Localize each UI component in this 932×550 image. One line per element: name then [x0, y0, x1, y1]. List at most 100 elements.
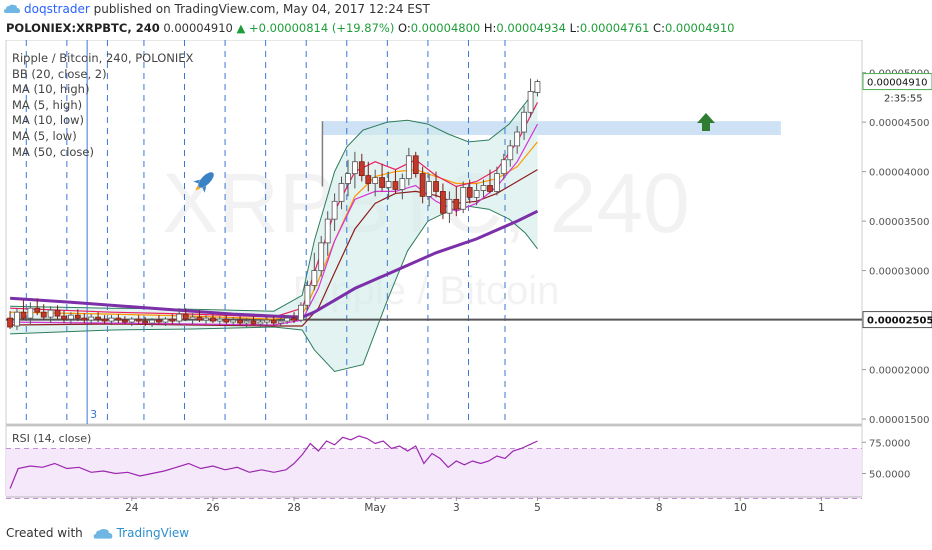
legend-ma-10-high: MA (10, high) [12, 82, 90, 97]
legend-ma-50-close: MA (50, close) [12, 144, 94, 159]
candle-body [284, 317, 291, 322]
x-tick-label: 8 [656, 502, 663, 514]
created-with-text: Created with [6, 526, 83, 540]
rsi-tick-label: 50.0000 [869, 470, 910, 481]
symbol-label: POLONIEX:XRPBTC, 240 [6, 21, 160, 35]
legend-ma-5-high: MA (5, high) [12, 97, 83, 112]
x-tick-label: 5 [534, 502, 541, 514]
candle-body [480, 185, 487, 191]
candle-body [291, 317, 297, 321]
symbol-info-bar: POLONIEX:XRPBTC, 240 0.00004910 ▲ +0.000… [6, 20, 734, 36]
candle-body [534, 81, 541, 93]
candle-body [189, 316, 196, 320]
candle-body [433, 181, 439, 192]
rocket-icon [193, 172, 214, 193]
candle-body [81, 317, 88, 321]
candle-body [493, 173, 500, 192]
candle-body [487, 185, 493, 192]
tradingview-cloud-icon [93, 528, 112, 539]
legend-ma-10-low: MA (10, low) [12, 113, 84, 128]
candle-body [108, 317, 115, 322]
candle-body [182, 313, 189, 320]
candle-body [101, 318, 108, 322]
last-price-badge [862, 73, 932, 91]
candle-body [500, 159, 507, 175]
candle-body [358, 161, 365, 176]
candle-body [345, 173, 351, 184]
candle-body [385, 181, 392, 188]
bollinger-band-fill [10, 87, 538, 372]
candle-body [324, 218, 331, 244]
candle-body [460, 187, 467, 210]
candle-body [263, 319, 270, 323]
candle-body [142, 320, 149, 324]
candle-body [527, 91, 534, 113]
x-tick-label: 10 [734, 502, 747, 514]
candle-body [20, 311, 27, 319]
candle-body [115, 317, 122, 321]
y-tick-label: 0.00002000 [869, 366, 929, 377]
candle-body [210, 317, 216, 322]
candle-body [230, 319, 237, 323]
y-tick-label: 0.00001500 [869, 415, 929, 426]
bollinger-lower-line [10, 205, 538, 373]
price-change: +0.00000814 (+19.87%) [249, 21, 395, 35]
bollinger-upper-line [10, 87, 538, 312]
author-link[interactable]: doqstrader [24, 2, 90, 16]
support-price-label: 0.00002505 [867, 316, 932, 327]
x-tick-label: 1 [818, 502, 825, 514]
candle-body [514, 131, 521, 147]
open-value: 0.00004800 [410, 21, 481, 35]
candle-body [135, 318, 142, 322]
candle-body [270, 319, 277, 324]
candle-body [14, 311, 20, 327]
low-value: 0.00004761 [579, 21, 650, 35]
candle-body [331, 200, 338, 220]
tradingview-cloud-icon [4, 4, 20, 14]
y-tick-label: 0.00004500 [869, 118, 929, 129]
candle-body [277, 320, 284, 324]
candle-body [128, 318, 135, 323]
candle-body [372, 177, 379, 184]
bar-countdown: 2:35:55 [884, 94, 923, 105]
candle-body [412, 155, 419, 175]
candle-body [149, 319, 155, 324]
candle-body [304, 285, 311, 306]
rsi-band [6, 448, 862, 499]
candle-body [440, 191, 446, 214]
candle-body [298, 304, 304, 321]
candle-body [426, 181, 433, 197]
candle-body [250, 320, 257, 325]
published-text: published on TradingView.com, May 04, 20… [93, 2, 430, 16]
candle-body [176, 313, 183, 322]
cycle-label: 3 [90, 408, 97, 421]
candle-body [121, 319, 128, 323]
rocket-flame [195, 185, 201, 191]
candle-body [507, 145, 514, 161]
candle-body [223, 318, 230, 323]
rsi-label: RSI (14, close) [12, 432, 91, 445]
tradingview-brand[interactable]: TradingView [116, 526, 190, 540]
indicator-legend: Ripple / Bitcoin, 240, POLONIEX BB (20, … [12, 51, 193, 160]
candle-body [156, 319, 162, 323]
candle-body [162, 318, 169, 323]
ma-line [10, 209, 539, 319]
y-tick-label: 0.00003500 [869, 217, 929, 228]
legend-symbol: Ripple / Bitcoin, 240, POLONIEX [12, 51, 194, 65]
publish-header: doqstrader published on TradingView.com,… [0, 0, 932, 18]
x-tick-label: 3 [453, 502, 460, 514]
candle-body [318, 242, 325, 271]
x-tick-label: 24 [125, 502, 139, 514]
candle-body [34, 307, 41, 313]
price-pane-frame [5, 40, 863, 425]
candle-body [311, 270, 318, 286]
open-label: O: [397, 21, 411, 35]
candle-body [27, 307, 34, 319]
up-arrow-icon: ▲ [236, 21, 246, 35]
legend-bb: BB (20, close, 2) [12, 66, 107, 81]
x-tick-label: 26 [206, 502, 220, 514]
candle-body [453, 198, 460, 210]
y-tick-label: 0.00004000 [869, 168, 929, 179]
candle-body [466, 187, 473, 198]
